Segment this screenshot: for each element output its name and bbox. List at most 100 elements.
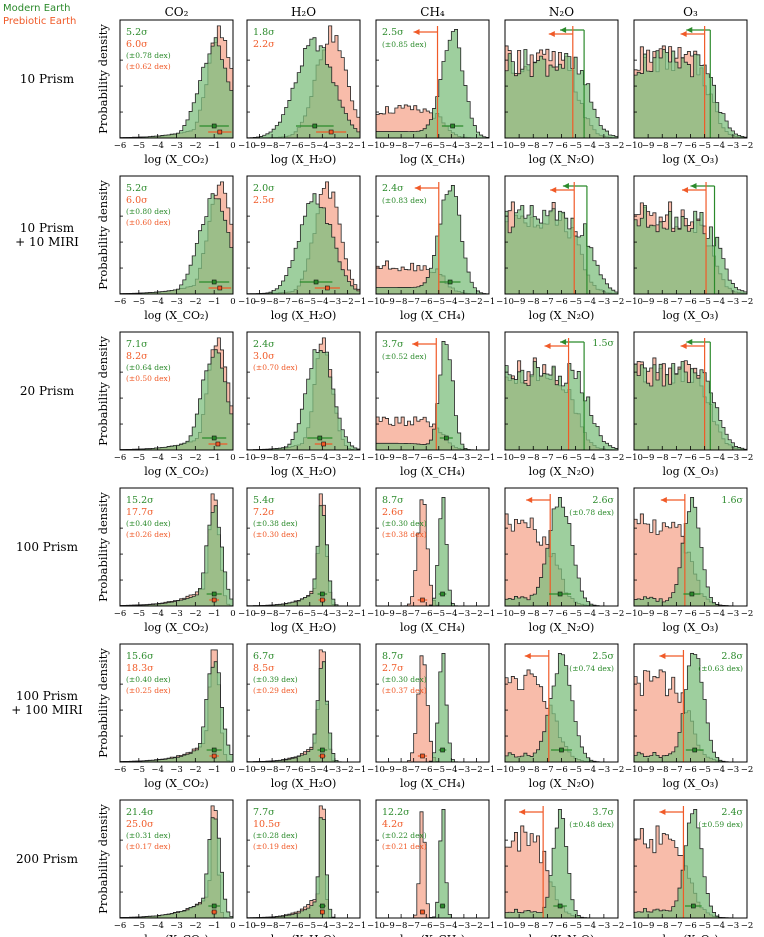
x-tick-label: −8 xyxy=(266,141,279,151)
modern-significance: 2.8σ xyxy=(721,651,743,662)
x-tick-label: −7 xyxy=(407,453,420,463)
x-tick-label: −6 xyxy=(420,765,433,775)
x-tick-label: −5 xyxy=(433,921,446,931)
x-tick-label: −6 xyxy=(555,765,568,775)
modern-uncertainty: (±0.38 dex) xyxy=(253,519,298,528)
prebiotic-significance: 4.2σ xyxy=(382,819,404,830)
x-tick-label: −6 xyxy=(420,921,433,931)
x-tick-label: −1 xyxy=(354,297,367,307)
x-axis-label: log (X_H₂O) xyxy=(271,777,337,790)
x-tick-label: −10 xyxy=(625,297,643,307)
x-tick-label: −4 xyxy=(712,141,725,151)
x-tick-label: −5 xyxy=(698,297,711,307)
x-tick-label: −6 xyxy=(420,141,433,151)
prebiotic-limit-arrowhead xyxy=(526,497,533,503)
modern-histogram xyxy=(246,37,361,139)
x-tick-label: −7 xyxy=(670,609,683,619)
x-tick-label: 0 xyxy=(230,141,235,151)
x-tick-label: −3 xyxy=(170,453,183,463)
prebiotic-limit-arrowhead xyxy=(680,31,687,37)
panel-frame xyxy=(246,19,361,139)
panel-0-1: 1.8σ2.2σ −10−9 −8 −7 −6 −5 −4 −3 −2 −1 log (X_H₂O) xyxy=(238,19,366,166)
prebiotic-uncertainty: (±0.38 dex) xyxy=(382,530,427,539)
x-tick-label: 0 xyxy=(230,921,235,931)
x-tick-label: −1 xyxy=(483,921,496,931)
x-tick-label: −9 xyxy=(642,453,655,463)
prebiotic-significance: 2.7σ xyxy=(382,663,404,674)
x-tick-label: −5 xyxy=(133,297,146,307)
x-tick-label: −6 xyxy=(555,609,568,619)
prebiotic-errorbar-point xyxy=(420,753,425,759)
panel-2-4: −10−9 −8 −7 −6 −5 −4 −3 −2 log (X_O₃) xyxy=(625,331,753,478)
x-axis-label: log (X_CH₄) xyxy=(400,933,465,937)
x-tick-label: −5 xyxy=(569,453,582,463)
modern-uncertainty: (±0.40 dex) xyxy=(126,519,171,528)
x-tick-label: −8 xyxy=(395,921,408,931)
x-tick-label: −7 xyxy=(278,453,291,463)
column-title: CO₂ xyxy=(165,5,189,19)
panel-5-4: 2.4σ (±0.59 dex) −10−9−8−7−6−5−4−3−2 log (X… xyxy=(625,799,753,937)
x-tick-label: −9 xyxy=(253,297,266,307)
x-tick-label: −6 xyxy=(291,921,304,931)
x-axis-label: log (X_O₃) xyxy=(662,777,718,790)
x-tick-label: −3 xyxy=(458,921,471,931)
x-tick-label: −5 xyxy=(304,141,317,151)
x-axis-label: log (X_N₂O) xyxy=(529,777,595,790)
x-tick-label: −9 xyxy=(513,453,526,463)
x-tick-label: −3 xyxy=(598,765,611,775)
x-tick-label: −9 xyxy=(642,609,655,619)
x-tick-label: −6 xyxy=(420,297,433,307)
x-tick-label: −2 xyxy=(189,609,202,619)
column-title: N₂O xyxy=(549,5,574,19)
x-tick-label: −9 xyxy=(642,141,655,151)
x-tick-label: −1 xyxy=(483,453,496,463)
modern-errorbar-point xyxy=(211,747,217,753)
modern-uncertainty: (±0.52 dex) xyxy=(382,352,427,361)
modern-errorbar-point xyxy=(440,903,445,909)
x-tick-label: −4 xyxy=(712,453,725,463)
x-tick-label: −7 xyxy=(278,297,291,307)
x-tick-label: −4 xyxy=(316,453,329,463)
modern-errorbar-point xyxy=(559,747,564,753)
panel-3-4: 1.6σ −10−9 −8 −7 −6 −5 −4 −3 −2 log (X_O₃) xyxy=(625,487,753,634)
prebiotic-uncertainty: (±0.37 dex) xyxy=(382,686,427,695)
prebiotic-uncertainty: (±0.50 dex) xyxy=(126,374,171,383)
x-tick-label: −10 xyxy=(496,141,514,151)
x-tick-label: −9 xyxy=(382,921,395,931)
x-axis-label: log (X_CO₂) xyxy=(144,933,208,937)
x-tick-label: −1 xyxy=(208,297,221,307)
x-tick-label: −1 xyxy=(483,141,496,151)
x-tick-label: −2 xyxy=(612,609,625,619)
panel-5-2: 12.2σ4.2σ(±0.22 dex) (±0.21 dex) −10−9 −8 −7… xyxy=(367,799,496,937)
x-tick-label: −4 xyxy=(712,297,725,307)
x-tick-label: −3 xyxy=(598,297,611,307)
x-tick-label: −5 xyxy=(698,921,711,931)
modern-significance: 1.8σ xyxy=(253,27,275,38)
modern-significance: 5.2σ xyxy=(126,27,148,38)
x-tick-label: −4 xyxy=(583,141,596,151)
modern-significance: 1.6σ xyxy=(721,495,743,506)
y-axis-label: Probability density xyxy=(96,804,110,914)
x-tick-label: −8 xyxy=(266,921,279,931)
modern-significance: 5.4σ xyxy=(253,495,275,506)
x-tick-label: −4 xyxy=(316,141,329,151)
y-axis-label: Probability density xyxy=(96,180,110,290)
panel-3-2: 8.7σ2.6σ(±0.30 dex)(±0.38 dex)−10−9 −8 −7−… xyxy=(367,487,495,634)
x-tick-label: −2 xyxy=(470,609,483,619)
x-tick-label: −6 xyxy=(684,297,697,307)
x-tick-label: −2 xyxy=(470,453,483,463)
x-tick-label: −10 xyxy=(496,921,514,931)
x-tick-label: −5 xyxy=(433,765,446,775)
x-axis-label: log (X_CH₄) xyxy=(400,621,465,634)
modern-uncertainty: (±0.74 dex) xyxy=(569,664,614,673)
modern-significance: 2.6σ xyxy=(592,495,614,506)
x-tick-label: −2 xyxy=(612,141,625,151)
prebiotic-limit-arrowhead xyxy=(524,653,531,659)
x-tick-label: −8 xyxy=(395,609,408,619)
modern-significance: 2.4σ xyxy=(253,339,275,350)
x-tick-label: −4 xyxy=(316,765,329,775)
x-tick-label: −9 xyxy=(253,921,266,931)
